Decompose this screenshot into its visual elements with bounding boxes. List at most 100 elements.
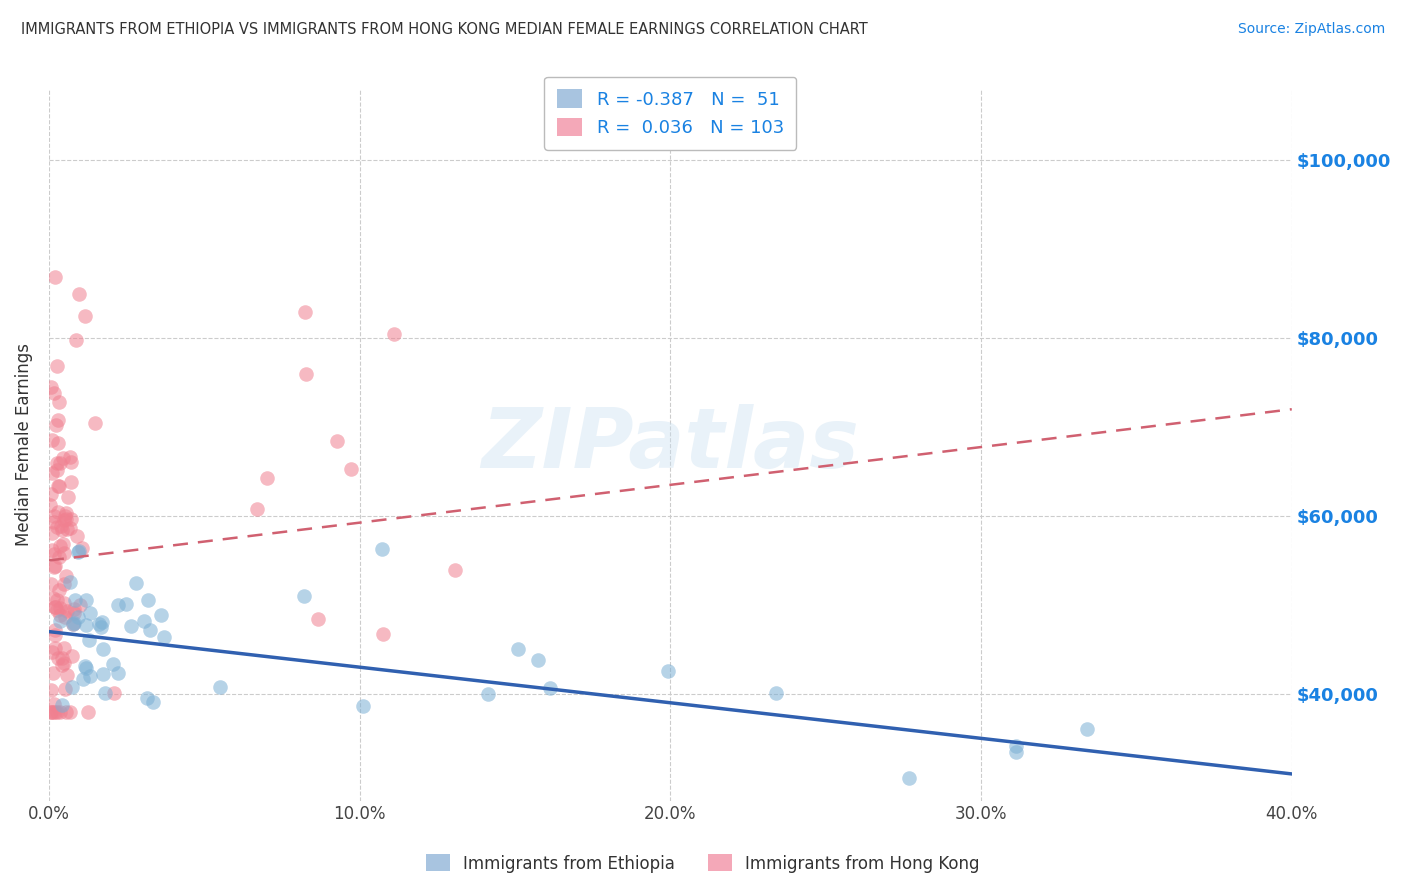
Point (51, 658, 73, 673)
Point (326, 434, 349, 449)
Point (477, 687, 499, 701)
Point (44, 599, 66, 614)
Point (62, 617, 84, 632)
Point (138, 593, 160, 607)
Point (41, 433, 63, 447)
Point (59, 511, 82, 525)
Point (444, 563, 467, 577)
Point (49, 705, 72, 719)
Point (134, 615, 156, 629)
Point (42, 548, 65, 562)
Point (73, 309, 96, 323)
Point (90, 620, 112, 634)
Point (56, 668, 79, 682)
Point (506, 641, 529, 656)
Point (114, 597, 136, 611)
Point (46, 413, 69, 427)
Text: IMMIGRANTS FROM ETHIOPIA VS IMMIGRANTS FROM HONG KONG MEDIAN FEMALE EARNINGS COR: IMMIGRANTS FROM ETHIOPIA VS IMMIGRANTS F… (21, 22, 868, 37)
Point (46, 436, 69, 450)
Point (44, 600, 66, 615)
Point (294, 304, 316, 318)
Point (69, 598, 91, 612)
Point (153, 630, 176, 644)
Point (52, 546, 75, 560)
Point (107, 666, 129, 681)
Point (79, 632, 101, 647)
Point (1004, 745, 1026, 759)
Point (53, 508, 76, 523)
Point (352, 698, 374, 713)
Point (65, 529, 87, 543)
Point (142, 695, 165, 709)
Point (42, 697, 65, 711)
Point (48, 583, 70, 598)
Point (246, 502, 269, 516)
Point (384, 327, 406, 342)
Point (67, 287, 90, 301)
Point (49, 456, 72, 470)
Point (62, 615, 84, 630)
Point (125, 576, 148, 591)
Point (75, 617, 97, 632)
Point (308, 612, 330, 626)
Point (538, 681, 561, 696)
Point (48, 550, 70, 565)
Point (292, 589, 315, 603)
Point (91, 667, 114, 681)
Point (42, 705, 65, 719)
Point (657, 664, 679, 678)
Point (70, 541, 93, 556)
Point (59, 455, 82, 469)
Point (79, 606, 101, 620)
Point (53, 682, 76, 697)
Point (55, 569, 77, 583)
Point (52, 537, 75, 551)
Point (67, 609, 90, 624)
Point (55, 705, 77, 719)
Point (49, 518, 72, 533)
Point (42, 386, 65, 401)
Point (60, 680, 83, 694)
Point (51, 698, 73, 712)
Point (48, 479, 70, 493)
Point (41, 645, 63, 659)
Point (45, 463, 67, 477)
Point (44, 560, 66, 574)
Point (94, 686, 117, 700)
Point (103, 685, 125, 699)
Point (41, 380, 63, 394)
Point (1076, 723, 1098, 737)
Point (42, 509, 65, 524)
Point (150, 608, 173, 623)
Point (295, 367, 318, 381)
Point (46, 602, 69, 616)
Point (135, 690, 157, 705)
Point (45, 456, 67, 470)
Point (55, 506, 77, 520)
Point (49, 540, 72, 554)
Point (67, 543, 90, 558)
Point (67, 545, 90, 559)
Point (46, 478, 69, 492)
Point (52, 451, 75, 466)
Point (91, 641, 114, 656)
Point (208, 681, 231, 695)
Text: ZIPatlas: ZIPatlas (481, 404, 859, 485)
Point (42, 515, 65, 529)
Point (120, 618, 142, 632)
Point (39, 498, 62, 512)
Point (1005, 739, 1028, 753)
Point (44, 705, 66, 719)
Legend: R = -0.387   N =  51, R =  0.036   N = 103: R = -0.387 N = 51, R = 0.036 N = 103 (544, 77, 796, 150)
Point (48, 600, 70, 615)
Text: Source: ZipAtlas.com: Source: ZipAtlas.com (1237, 22, 1385, 37)
Point (371, 627, 394, 641)
Point (46, 505, 69, 519)
Point (44, 623, 66, 637)
Point (101, 657, 124, 672)
Point (44, 559, 66, 574)
Point (53, 656, 76, 670)
Legend: Immigrants from Ethiopia, Immigrants from Hong Kong: Immigrants from Ethiopia, Immigrants fro… (420, 847, 986, 880)
Point (75, 659, 97, 673)
Point (41, 705, 63, 719)
